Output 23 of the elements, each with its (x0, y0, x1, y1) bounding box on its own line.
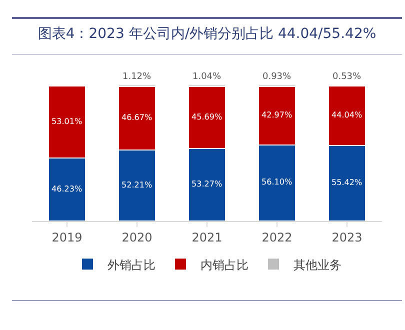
data-label: 42.97% (261, 110, 292, 120)
legend-label: 内销占比 (200, 258, 248, 272)
data-label: 1.04% (192, 72, 222, 82)
x-tick-label: 2021 (192, 230, 222, 244)
chart-title: 图表4：2023 年公司内/外销分别占比 44.04/55.42% (36, 25, 378, 44)
x-tick-label: 2023 (332, 230, 362, 244)
data-label: 44.04% (331, 110, 362, 120)
data-label: 45.69% (191, 112, 222, 122)
legend-label: 其他业务 (294, 258, 342, 272)
data-label: 0.93% (262, 72, 292, 82)
x-tick-label: 2022 (262, 230, 292, 244)
data-label: 53.01% (51, 116, 82, 126)
data-label: 0.53% (332, 72, 362, 82)
data-label: 53.27% (191, 180, 222, 189)
data-label: 55.42% (331, 178, 362, 188)
data-label: 46.67% (121, 113, 152, 122)
data-label: 1.12% (122, 72, 152, 82)
data-label: 56.10% (261, 178, 292, 187)
legend-label: 外销占比 (108, 258, 156, 272)
x-tick-label: 2019 (52, 230, 82, 244)
data-label: 52.21% (121, 180, 152, 190)
x-tick-label: 2020 (122, 230, 152, 244)
data-label: 46.23% (51, 184, 82, 194)
